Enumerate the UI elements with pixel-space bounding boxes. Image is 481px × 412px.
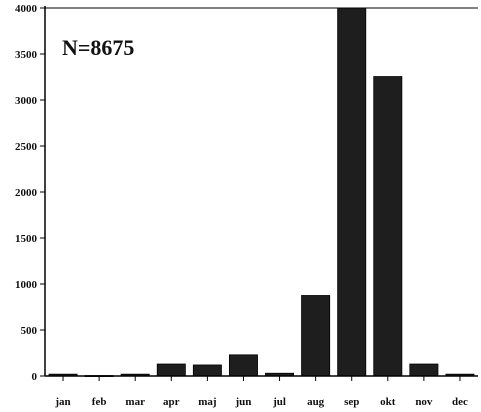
x-tick-label-okt: okt <box>380 396 396 408</box>
x-axis-ticks: jan feb mar apr maj jun jul aug sep okt nov dec <box>54 376 468 408</box>
x-tick-label-mar: mar <box>125 396 145 408</box>
y-tick-label: 0 <box>32 371 38 383</box>
x-tick-label-jan: jan <box>54 396 70 408</box>
y-tick-label: 3000 <box>15 95 38 107</box>
bar-sep <box>337 7 367 377</box>
x-tick-label-jun: jun <box>235 396 252 408</box>
x-tick-label-dec: dec <box>452 396 468 408</box>
x-tick-label-nov: nov <box>415 396 433 408</box>
y-tick-label: 3500 <box>15 49 38 61</box>
y-axis-ticks: 0 500 1000 1500 2000 2500 3000 3500 4000 <box>15 3 45 383</box>
y-tick-label: 1500 <box>15 233 38 245</box>
x-tick-label-maj: maj <box>198 396 216 408</box>
y-tick-label: 2500 <box>15 141 38 153</box>
bar-aug <box>301 295 331 377</box>
bar-nov <box>409 363 439 377</box>
x-tick-label-aug: aug <box>307 396 325 408</box>
sample-size-annotation: N=8675 <box>62 35 134 60</box>
y-tick-label: 500 <box>21 325 38 337</box>
y-tick-label: 1000 <box>15 279 38 291</box>
bar-okt <box>373 76 403 377</box>
x-tick-label-apr: apr <box>163 396 180 408</box>
x-tick-label-sep: sep <box>344 396 359 408</box>
x-tick-label-feb: feb <box>92 396 107 408</box>
bar-maj <box>192 364 222 377</box>
y-tick-label: 4000 <box>15 3 38 15</box>
bar-apr <box>156 363 186 377</box>
x-tick-label-jul: jul <box>272 396 286 408</box>
y-tick-label: 2000 <box>15 187 38 199</box>
bar-jun <box>228 354 258 377</box>
bars <box>48 7 475 377</box>
